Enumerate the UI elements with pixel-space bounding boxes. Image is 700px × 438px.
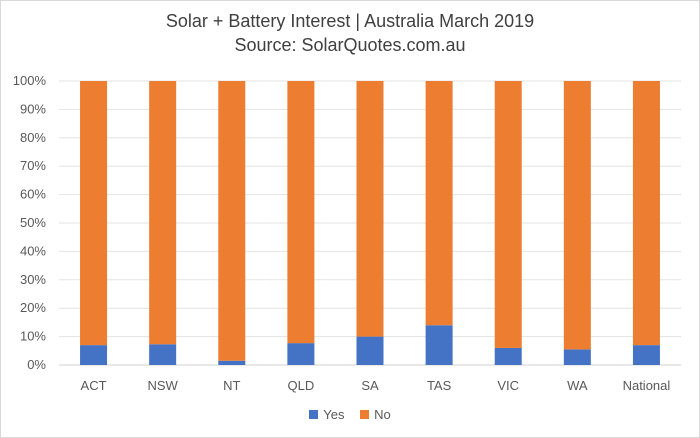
bar-no-tas bbox=[425, 81, 453, 326]
bar-yes-qld bbox=[287, 343, 315, 365]
y-tick-label: 80% bbox=[20, 130, 46, 145]
legend-swatch-yes bbox=[309, 410, 319, 419]
bar-yes-tas bbox=[425, 325, 453, 365]
bar-no-wa bbox=[563, 81, 591, 350]
bar-yes-nsw bbox=[149, 344, 177, 365]
y-tick-label: 20% bbox=[20, 300, 46, 315]
chart-subtitle: Source: SolarQuotes.com.au bbox=[234, 35, 466, 55]
bar-no-act bbox=[80, 81, 108, 346]
bar-yes-wa bbox=[563, 349, 591, 365]
bar-no-nt bbox=[218, 81, 246, 361]
x-tick-label: ACT bbox=[81, 378, 107, 393]
legend-swatch-no bbox=[360, 410, 370, 419]
bar-yes-vic bbox=[494, 347, 522, 365]
chart-legend: Yes No bbox=[1, 407, 699, 422]
bar-no-vic bbox=[494, 81, 522, 348]
chart-title-block: Solar + Battery Interest | Australia Mar… bbox=[1, 9, 699, 57]
y-tick-label: 60% bbox=[20, 187, 46, 202]
bar-yes-act bbox=[80, 345, 108, 365]
legend-item-yes: Yes bbox=[309, 407, 344, 422]
y-tick-label: 50% bbox=[20, 215, 46, 230]
x-tick-label: National bbox=[623, 378, 671, 393]
x-tick-label: NT bbox=[223, 378, 240, 393]
bar-yes-nt bbox=[218, 360, 246, 365]
bar-no-nsw bbox=[149, 81, 177, 345]
bar-no-national bbox=[632, 81, 660, 346]
x-tick-label: QLD bbox=[288, 378, 315, 393]
legend-label-yes: Yes bbox=[323, 407, 345, 422]
bar-no-qld bbox=[287, 81, 315, 344]
y-tick-label: 0% bbox=[27, 357, 46, 372]
y-tick-label: 10% bbox=[20, 329, 46, 344]
bar-yes-sa bbox=[356, 336, 384, 365]
bar-yes-national bbox=[632, 345, 660, 365]
y-tick-label: 100% bbox=[13, 73, 47, 88]
chart-title: Solar + Battery Interest | Australia Mar… bbox=[165, 11, 535, 31]
y-tick-label: 70% bbox=[20, 158, 46, 173]
x-tick-label: NSW bbox=[147, 378, 178, 393]
x-tick-label: VIC bbox=[497, 378, 519, 393]
y-tick-label: 30% bbox=[20, 272, 46, 287]
x-tick-label: TAS bbox=[427, 378, 452, 393]
legend-item-no: No bbox=[360, 407, 391, 422]
x-tick-label: WA bbox=[567, 378, 588, 393]
legend-label-no: No bbox=[374, 407, 391, 422]
y-tick-label: 40% bbox=[20, 243, 46, 258]
bar-no-sa bbox=[356, 81, 384, 337]
y-tick-label: 90% bbox=[20, 101, 46, 116]
x-tick-label: SA bbox=[361, 378, 379, 393]
